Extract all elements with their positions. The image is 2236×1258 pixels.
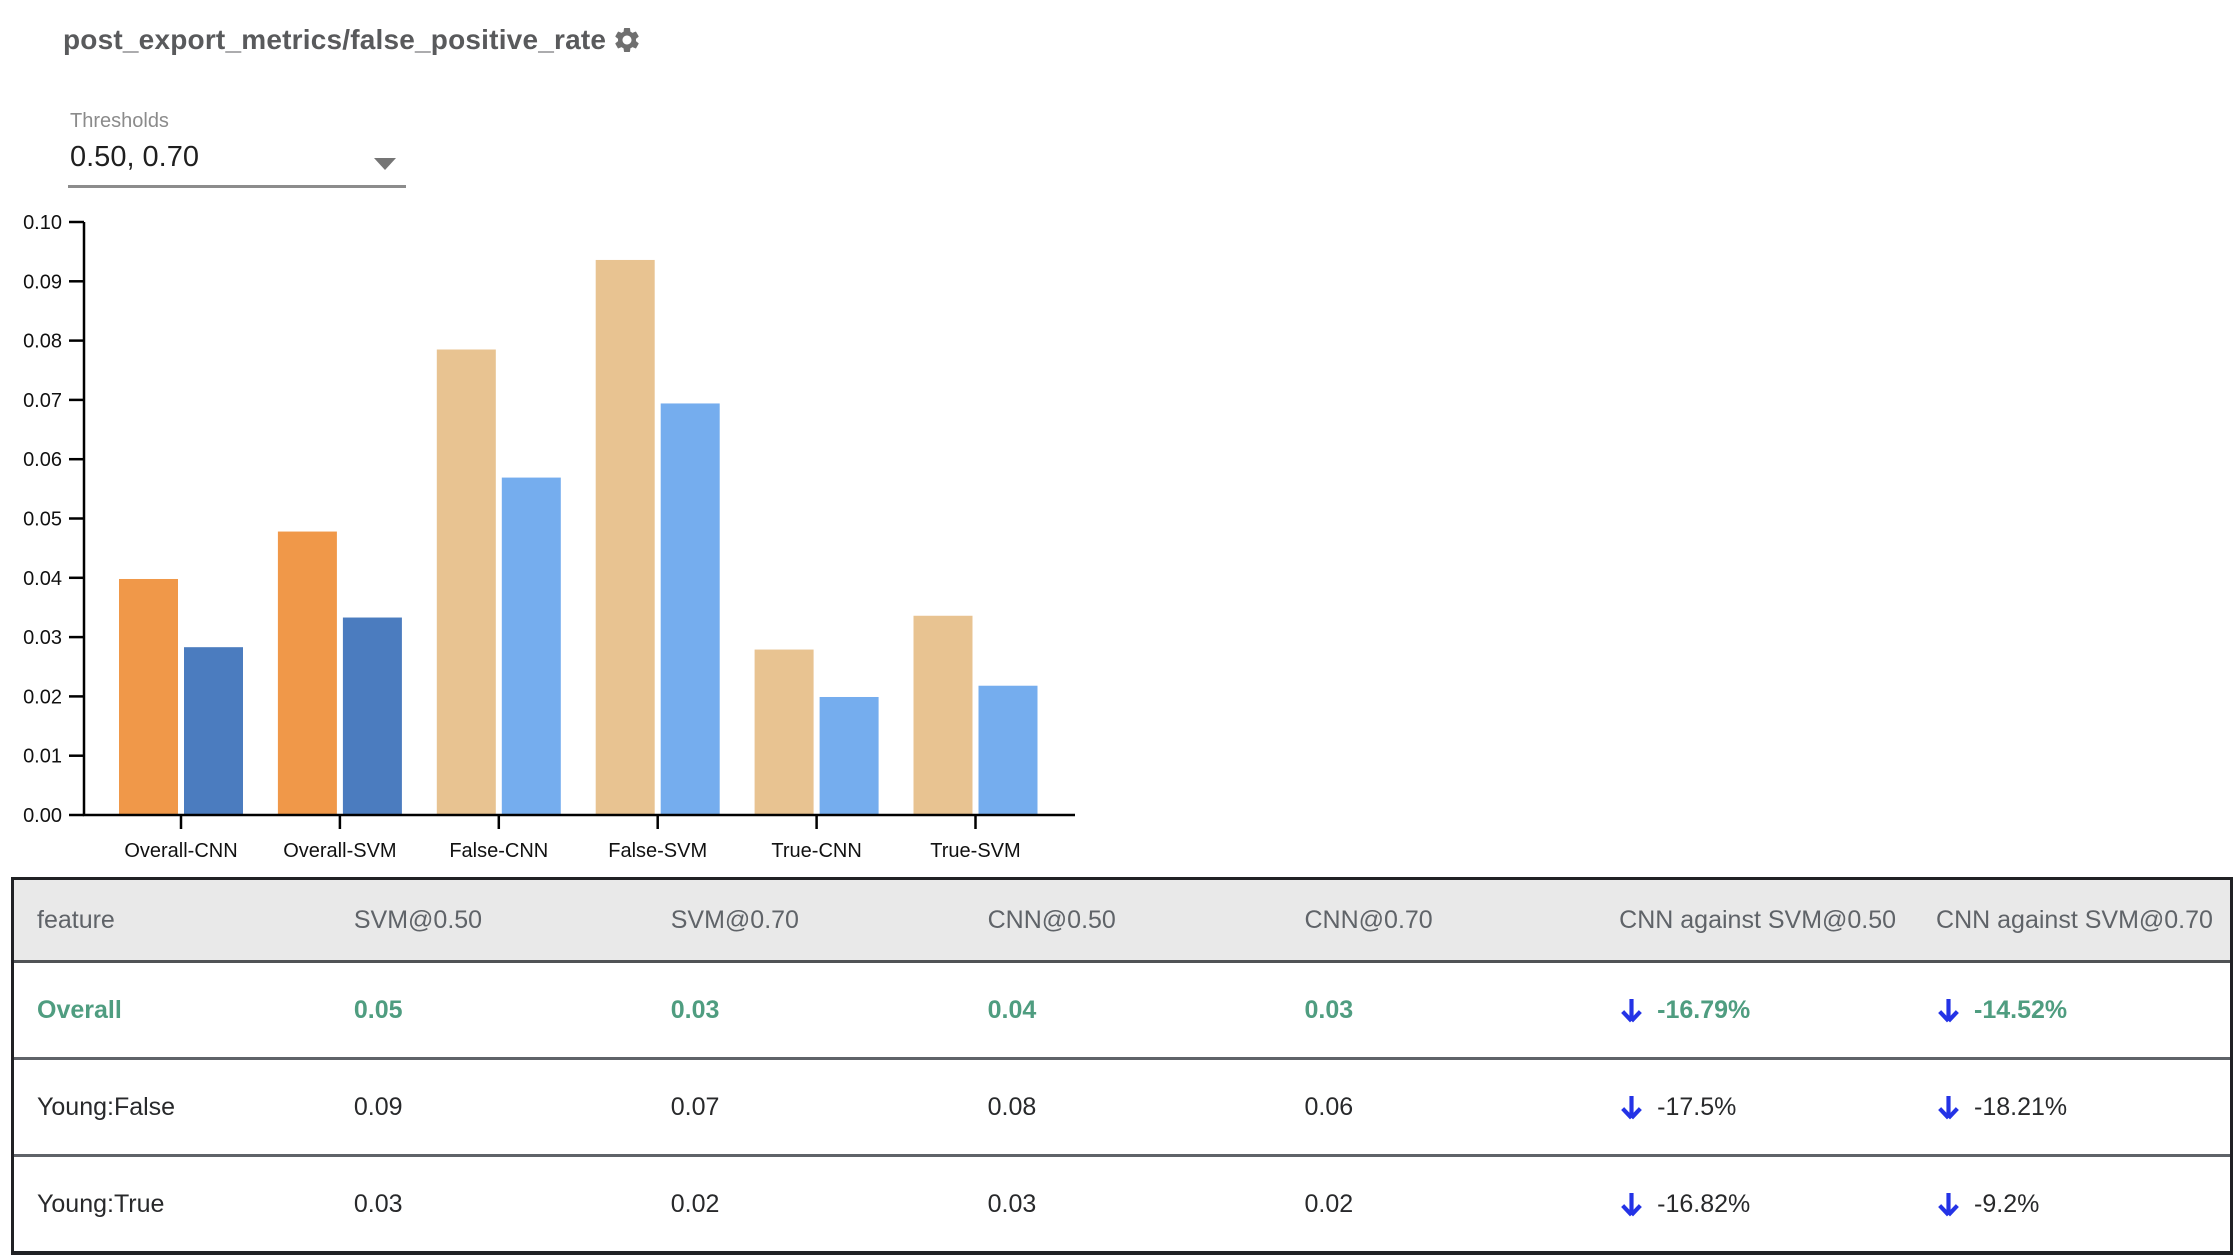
y-tick-label: 0.00: [23, 805, 62, 827]
y-tick-label: 0.02: [23, 686, 62, 708]
bar: [978, 685, 1038, 815]
y-tick-label: 0.01: [23, 746, 62, 768]
table-row: Young:True 0.03 0.02 0.03 0.02 -16.82% -9.2%: [14, 1156, 2230, 1252]
metric-value-cell: 0.07: [647, 1058, 965, 1157]
metrics-table: feature SVM@0.50 SVM@0.70 CNN@0.50 CNN@0…: [11, 877, 2233, 1255]
column-header-feature: feature: [14, 880, 331, 963]
metric-value-cell: 0.08: [964, 1058, 1282, 1157]
column-header-svm-070: SVM@0.70: [647, 880, 965, 963]
x-tick-label: False-SVM: [608, 840, 707, 862]
dropdown-underline: [68, 185, 406, 188]
metric-value-cell: 0.03: [647, 961, 965, 1060]
change-cell: -9.2%: [1913, 1156, 2230, 1252]
metric-value-cell: 0.03: [1281, 961, 1597, 1060]
chevron-down-icon: [374, 158, 396, 170]
change-cell: -16.82%: [1596, 1156, 1913, 1252]
x-tick-label: True-SVM: [930, 840, 1020, 862]
column-header-cnn-against-svm-070: CNN against SVM@0.70: [1913, 880, 2230, 963]
feature-cell: Young:True: [37, 1189, 165, 1218]
table-header-row: feature SVM@0.50 SVM@0.70 CNN@0.50 CNN@0…: [14, 880, 2230, 963]
thresholds-label: Thresholds: [70, 110, 169, 132]
x-tick-label: Overall-SVM: [283, 840, 396, 862]
change-cell: -18.21%: [1913, 1058, 2230, 1157]
bar: [277, 531, 337, 815]
bar: [754, 649, 814, 815]
change-percent: -16.82%: [1657, 1189, 1751, 1218]
y-tick-label: 0.06: [23, 449, 62, 471]
column-header-cnn-050: CNN@0.50: [964, 880, 1282, 963]
change-percent: -14.52%: [1974, 995, 2068, 1024]
down-arrow-icon: [1938, 998, 1959, 1022]
thresholds-value: 0.50, 0.70: [70, 141, 199, 173]
metric-value-cell: 0.05: [330, 961, 648, 1060]
metric-value-cell: 0.03: [987, 1189, 1037, 1218]
metric-value-cell: 0.06: [1281, 1058, 1597, 1157]
change-cell: -17.5%: [1596, 1058, 1914, 1157]
change-percent: -9.2%: [1974, 1189, 2040, 1218]
x-tick-label: Overall-CNN: [124, 840, 237, 862]
metric-value-cell: 0.04: [964, 961, 1282, 1060]
bar: [595, 259, 655, 815]
bar: [342, 617, 402, 815]
y-tick-label: 0.10: [23, 212, 62, 234]
y-tick-label: 0.04: [23, 568, 62, 590]
table-row: Young:False 0.09 0.07 0.08 0.06 -17.5% -18.21%: [14, 1058, 2230, 1157]
change-percent: -17.5%: [1657, 1092, 1737, 1121]
y-tick-label: 0.05: [23, 509, 62, 531]
bar: [436, 349, 496, 815]
x-tick-label: False-CNN: [449, 840, 548, 862]
down-arrow-icon: [1938, 1095, 1959, 1119]
bar: [913, 615, 973, 815]
y-tick-label: 0.09: [23, 271, 62, 293]
metric-value-cell: 0.02: [1304, 1189, 1354, 1218]
column-header-svm-050: SVM@0.50: [330, 880, 648, 963]
metric-value-cell: 0.09: [330, 1058, 648, 1157]
gear-icon: [615, 28, 639, 52]
change-cell: -16.79%: [1596, 961, 1914, 1060]
chart-axes: 0.00 0.01 0.02 0.03 0.04 0.05 0.06 0.07 0.08 0.09…: [23, 212, 1075, 862]
change-percent: -18.21%: [1974, 1092, 2068, 1121]
chart-bars: [119, 259, 1038, 815]
y-tick-label: 0.07: [23, 390, 62, 412]
column-header-cnn-070: CNN@0.70: [1281, 880, 1597, 963]
bar: [184, 647, 243, 815]
table-body: Overall 0.05 0.03 0.04 0.03 -16.79% -14.52% You…: [14, 961, 2230, 1252]
settings-button[interactable]: [612, 25, 642, 55]
y-tick-label: 0.03: [23, 627, 62, 649]
y-tick-label: 0.08: [23, 331, 62, 353]
table-row: Overall 0.05 0.03 0.04 0.03 -16.79% -14.52%: [14, 961, 2230, 1060]
down-arrow-icon: [1621, 1192, 1643, 1216]
feature-cell: Young:False: [14, 1058, 331, 1157]
bar: [660, 403, 720, 815]
page-title: post_export_metrics/false_positive_rate: [63, 24, 607, 55]
x-tick-label: True-CNN: [771, 840, 861, 862]
bar: [501, 477, 561, 815]
down-arrow-icon: [1938, 1192, 1959, 1216]
change-percent: -16.79%: [1657, 995, 1751, 1024]
bar: [819, 696, 879, 815]
column-header-cnn-against-svm-050: CNN against SVM@0.50: [1596, 880, 1914, 963]
bar: [119, 578, 178, 815]
down-arrow-icon: [1621, 1095, 1643, 1119]
down-arrow-icon: [1621, 998, 1643, 1022]
metric-value-cell: 0.02: [670, 1189, 720, 1218]
feature-cell: Overall: [14, 961, 331, 1060]
bar-chart: 0.00 0.01 0.02 0.03 0.04 0.05 0.06 0.07 0.08 0.09…: [23, 212, 1075, 862]
thresholds-dropdown[interactable]: Thresholds 0.50, 0.70: [68, 110, 406, 190]
metric-value-cell: 0.03: [353, 1189, 403, 1218]
change-cell: -14.52%: [1913, 961, 2230, 1060]
